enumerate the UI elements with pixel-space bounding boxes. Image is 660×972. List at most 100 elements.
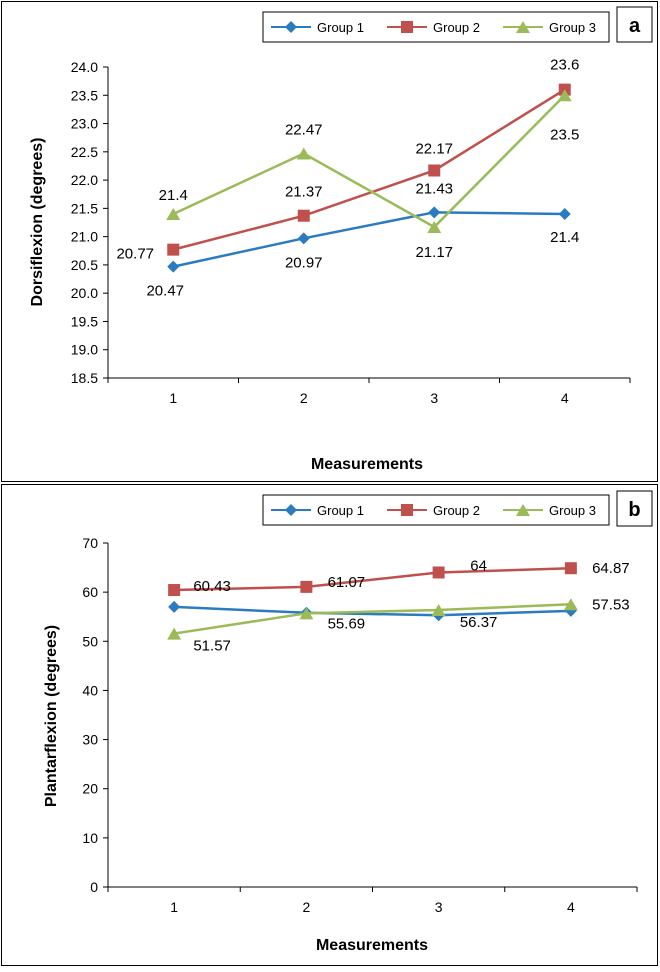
panel-b-series-2-data-label: 64.87 xyxy=(592,560,630,577)
panel-a-series-1-point xyxy=(297,232,310,245)
panel-a-series-2-line xyxy=(172,88,566,251)
legend-a-group-2-label: Group 2 xyxy=(433,20,480,35)
panel-a-y-tick-label: 20.5 xyxy=(71,257,98,273)
panel-b-series-3-point xyxy=(431,603,446,616)
panel-b-y-tick-label: 50 xyxy=(82,633,98,649)
legend-a-group-1: Group 1 xyxy=(271,20,364,35)
panel-a-series-2-data-label: 22.17 xyxy=(415,140,453,157)
panel-a-series-2-point xyxy=(167,243,180,256)
panel-a-y-tick-label: 23.0 xyxy=(71,116,98,132)
panel-b-x-axis-title: Measurements xyxy=(316,937,428,954)
panel-b-series-2-data-label: 61.07 xyxy=(328,574,366,591)
panel-a-series-1-data-label: 21.43 xyxy=(415,180,453,197)
panel-b-plot: 0 10 20 30 40 50 60 70 1 2 3 4 60.43 61.07 64 64.87 51.5… xyxy=(82,535,638,915)
panel-b-series-3-data-label: 57.53 xyxy=(592,596,630,613)
panel-a-plot: 18.5 19.0 19.5 20.0 20.5 21.0 21.5 22.0 22.5 23.0… xyxy=(71,57,631,406)
panel-a-y-tick-label: 21.0 xyxy=(71,229,98,245)
panel-a-y-tick-label: 18.5 xyxy=(71,370,98,386)
legend-b-group-3: Group 3 xyxy=(503,503,596,518)
panel-a-y-axis-title: Dorsiflexion (degrees) xyxy=(29,138,46,307)
legend-b-group-2-marker xyxy=(401,504,413,516)
panel-b-x-tick-label: 3 xyxy=(435,899,443,915)
panel-a: Group 1 Group 2 Group 3 a 18.5 19.0 19.5 20… xyxy=(1,1,658,482)
panel-b-series-2-point xyxy=(564,562,577,575)
panel-a-series-3-data-label: 22.47 xyxy=(285,122,323,139)
panel-b-y-axis-title: Plantarflexion (degrees) xyxy=(43,625,60,807)
panel-a-label: a xyxy=(629,15,641,37)
panel-a-y-tick-label: 22.5 xyxy=(71,144,98,160)
panel-a-series-1-data-label: 20.97 xyxy=(285,254,323,271)
panel-b-y-tick-label: 70 xyxy=(82,535,98,551)
panel-a-y-tick-label: 20.0 xyxy=(71,285,98,301)
legend-a-group-3: Group 3 xyxy=(503,20,596,35)
panel-b-series-2-line xyxy=(174,566,571,592)
panel-a-frame xyxy=(1,1,658,482)
panel-b-y-tick-label: 0 xyxy=(90,879,98,895)
panel-a-series-3-point xyxy=(427,221,442,234)
panel-b-series-3-data-label: 55.69 xyxy=(328,615,366,632)
panel-a-series-3-point xyxy=(166,208,181,221)
panel-a-series-3-data-label: 21.17 xyxy=(415,244,453,261)
panel-b-series-1-line xyxy=(174,605,571,617)
panel-a-series-3-line xyxy=(172,94,566,229)
panel-a-series-2-data-label: 21.37 xyxy=(285,184,323,201)
panel-a-series-1-point xyxy=(428,206,441,219)
panel-a-series-1-point xyxy=(558,208,571,221)
panel-b-y-tick-label: 60 xyxy=(82,584,98,600)
legend-b-group-1-label: Group 1 xyxy=(317,503,364,518)
panel-b-series-3-point xyxy=(167,627,182,640)
panel-a-series-2-point xyxy=(428,164,441,177)
panel-b-y-tick-label: 30 xyxy=(82,732,98,748)
legend-b-group-2-label: Group 2 xyxy=(433,503,480,518)
panel-b-series-2-point xyxy=(168,584,181,597)
legend-a-group-3-marker xyxy=(516,21,530,33)
panel-b-label: b xyxy=(628,499,640,521)
panel-a-series-3-point xyxy=(557,89,572,102)
legend-b-group-1-marker xyxy=(285,504,297,516)
legend-b-group-3-label: Group 3 xyxy=(549,503,596,518)
panel-a-y-tick-label: 19.0 xyxy=(71,342,98,358)
panel-a-series-2-data-label: 23.6 xyxy=(550,57,579,74)
panel-b-x-tick-label: 1 xyxy=(170,899,178,915)
panel-b-y-tick-label: 10 xyxy=(82,830,98,846)
panel-a-series-1-data-label: 20.47 xyxy=(146,283,184,300)
legend-a-group-1-label: Group 1 xyxy=(317,20,364,35)
legend-a-group-2: Group 2 xyxy=(387,20,480,35)
panel-b-series-2-data-label: 60.43 xyxy=(193,578,231,595)
panel-a-y-tick-label: 22.0 xyxy=(71,172,98,188)
panel-b-series-3-line xyxy=(173,603,571,635)
panel-a-series-3-data-label: 21.4 xyxy=(159,187,188,204)
panel-b-series-3-data-label: 56.37 xyxy=(460,614,498,631)
panel-a-series-1-line xyxy=(172,211,565,268)
panel-a-series-2-data-label: 20.77 xyxy=(116,246,154,263)
legend-a-group-2-marker xyxy=(401,21,413,33)
panel-a-legend: Group 1 Group 2 Group 3 xyxy=(262,11,610,43)
panel-b-legend: Group 1 Group 2 Group 3 xyxy=(262,494,610,526)
panel-a-x-axis-title: Measurements xyxy=(311,456,423,473)
panel-b-y-tick-label: 20 xyxy=(82,781,98,797)
panel-b-y-tick-label: 40 xyxy=(82,682,98,698)
panel-a-y-tick-label: 21.5 xyxy=(71,200,98,216)
panel-a-x-tick-label: 3 xyxy=(430,390,438,406)
panel-a-x-tick-label: 4 xyxy=(561,390,569,406)
legend-b-group-2: Group 2 xyxy=(387,503,480,518)
panel-a-y-tick-label: 19.5 xyxy=(71,313,98,329)
panel-b-series-3-data-label: 51.57 xyxy=(193,638,231,655)
panel-b-series-3-point xyxy=(563,598,578,611)
panel-b-series-1-point xyxy=(168,600,181,613)
legend-b-group-3-marker xyxy=(516,504,530,516)
panel-b-series-2-point xyxy=(300,580,313,593)
panel-a-x-tick-label: 1 xyxy=(169,390,177,406)
panel-a-series-2-point xyxy=(297,209,310,222)
panel-a-series-3-point xyxy=(296,147,311,160)
panel-a-y-tick-label: 23.5 xyxy=(71,87,98,103)
panel-b-frame xyxy=(1,484,658,966)
panel-b-series-2-point xyxy=(432,566,445,579)
panel-b-x-tick-label: 4 xyxy=(567,899,575,915)
legend-a-group-3-label: Group 3 xyxy=(549,20,596,35)
panel-b-series-3-point xyxy=(299,607,314,620)
panel-b: Group 1 Group 2 Group 3 b 0 10 20 30 40 50 60 7… xyxy=(1,484,658,966)
panel-b-series-2-data-label: 64 xyxy=(470,557,487,574)
panel-a-series-1-data-label: 21.4 xyxy=(550,229,579,246)
